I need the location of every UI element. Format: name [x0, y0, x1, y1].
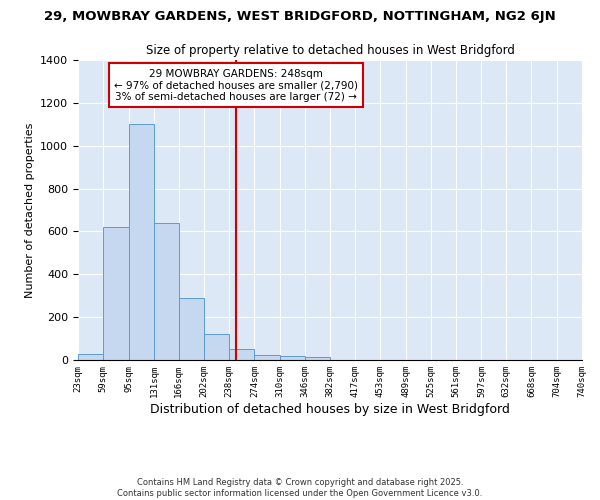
Bar [254, 354, 280, 360]
Bar [179, 298, 204, 360]
Bar [78, 354, 103, 360]
Title: Size of property relative to detached houses in West Bridgford: Size of property relative to detached ho… [146, 44, 514, 58]
Text: 29, MOWBRAY GARDENS, WEST BRIDGFORD, NOTTINGHAM, NG2 6JN: 29, MOWBRAY GARDENS, WEST BRIDGFORD, NOT… [44, 10, 556, 23]
Bar [229, 350, 254, 360]
Text: Contains HM Land Registry data © Crown copyright and database right 2025.
Contai: Contains HM Land Registry data © Crown c… [118, 478, 482, 498]
Bar [103, 227, 128, 360]
Bar [280, 356, 305, 360]
Bar [128, 124, 154, 360]
Bar [305, 357, 331, 360]
Y-axis label: Number of detached properties: Number of detached properties [25, 122, 35, 298]
Text: 29 MOWBRAY GARDENS: 248sqm
← 97% of detached houses are smaller (2,790)
3% of se: 29 MOWBRAY GARDENS: 248sqm ← 97% of deta… [114, 68, 358, 102]
Bar [204, 334, 229, 360]
X-axis label: Distribution of detached houses by size in West Bridgford: Distribution of detached houses by size … [150, 402, 510, 415]
Bar [154, 223, 179, 360]
